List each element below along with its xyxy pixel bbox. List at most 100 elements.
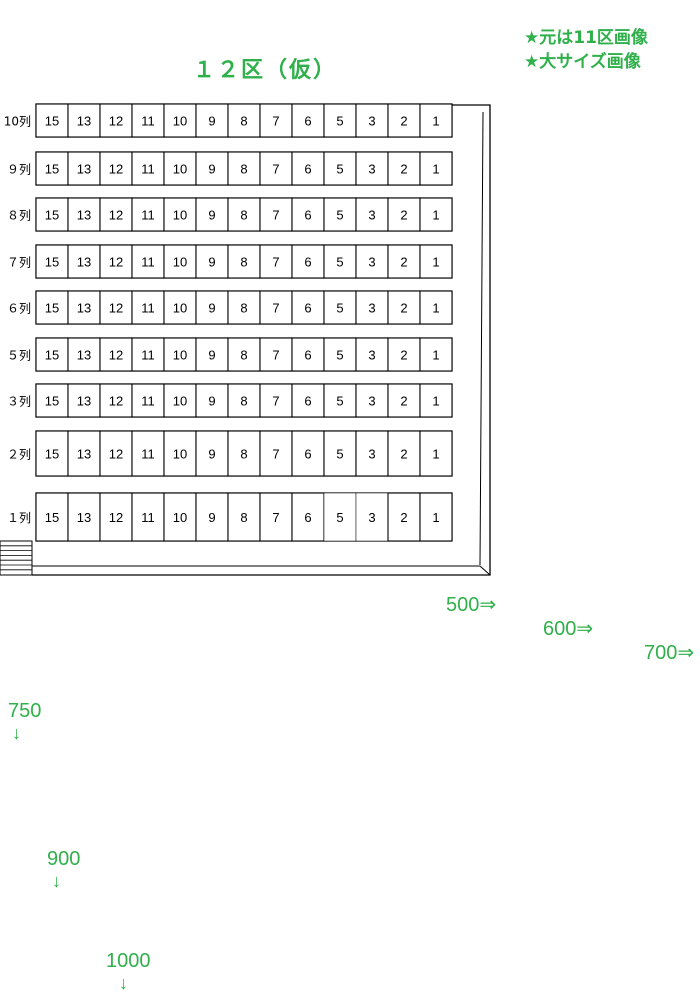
seat[interactable]	[387, 151, 421, 186]
seat[interactable]	[355, 492, 389, 542]
seat[interactable]	[259, 383, 293, 418]
seat[interactable]	[35, 244, 69, 279]
seat-number: 9	[208, 348, 215, 363]
large-size-image-link[interactable]: ★大サイズ画像	[524, 50, 648, 74]
seat[interactable]	[387, 244, 421, 279]
seat[interactable]	[131, 103, 165, 138]
seat[interactable]	[227, 383, 261, 418]
seat[interactable]	[227, 290, 261, 325]
seat[interactable]	[67, 103, 101, 138]
seat[interactable]	[419, 290, 453, 325]
seat[interactable]	[227, 103, 261, 138]
seat[interactable]	[355, 337, 389, 372]
seat[interactable]	[419, 430, 453, 477]
seat[interactable]	[195, 103, 229, 138]
seat[interactable]	[323, 103, 357, 138]
seat[interactable]	[323, 492, 357, 542]
seat[interactable]	[35, 197, 69, 232]
original-11-ku-image-link[interactable]: ★元は11区画像	[524, 26, 648, 50]
seat[interactable]	[259, 290, 293, 325]
seat-number: 15	[45, 394, 59, 409]
seat[interactable]	[163, 197, 197, 232]
seat-number: 11	[141, 255, 155, 270]
marker-label: 600	[543, 618, 577, 640]
seat[interactable]	[227, 151, 261, 186]
seat-number: 6	[304, 394, 311, 409]
seat-number: 10	[173, 510, 187, 525]
seat[interactable]	[291, 151, 325, 186]
seat[interactable]	[131, 383, 165, 418]
marker-label: 750	[8, 700, 42, 722]
seat[interactable]	[419, 383, 453, 418]
seat[interactable]	[323, 151, 357, 186]
seat[interactable]	[323, 337, 357, 372]
seat[interactable]	[163, 337, 197, 372]
seat[interactable]	[419, 337, 453, 372]
seat[interactable]	[131, 151, 165, 186]
seat[interactable]	[323, 244, 357, 279]
seat[interactable]	[355, 383, 389, 418]
seat[interactable]	[163, 383, 197, 418]
seat[interactable]	[419, 197, 453, 232]
seat[interactable]	[67, 492, 101, 542]
seat[interactable]	[131, 492, 165, 542]
seat[interactable]	[99, 492, 133, 542]
seat[interactable]	[35, 383, 69, 418]
seat[interactable]	[131, 197, 165, 232]
seat[interactable]	[419, 103, 453, 138]
seat-number: 7	[272, 114, 279, 129]
seat[interactable]	[195, 197, 229, 232]
seat[interactable]	[67, 290, 101, 325]
seat[interactable]	[131, 337, 165, 372]
seat[interactable]	[419, 492, 453, 542]
seat[interactable]	[99, 103, 133, 138]
seat[interactable]	[195, 383, 229, 418]
seat[interactable]	[227, 337, 261, 372]
seat-number: 7	[272, 255, 279, 270]
seat[interactable]	[163, 290, 197, 325]
seat-number: 8	[240, 114, 247, 129]
seat[interactable]	[227, 197, 261, 232]
seat-number: 12	[109, 301, 123, 316]
seat[interactable]	[163, 492, 197, 542]
seat[interactable]	[355, 103, 389, 138]
seat[interactable]	[355, 290, 389, 325]
seat[interactable]	[99, 151, 133, 186]
seat[interactable]	[291, 244, 325, 279]
seat[interactable]	[195, 492, 229, 542]
seat[interactable]	[35, 151, 69, 186]
seat[interactable]	[323, 430, 357, 477]
seat[interactable]	[419, 244, 453, 279]
seat[interactable]	[227, 244, 261, 279]
seat[interactable]	[99, 337, 133, 372]
seat[interactable]	[67, 197, 101, 232]
seat[interactable]	[35, 103, 69, 138]
seat[interactable]	[67, 337, 101, 372]
seat[interactable]	[387, 430, 421, 477]
seat[interactable]	[387, 383, 421, 418]
seat[interactable]	[131, 430, 165, 477]
seat[interactable]	[419, 151, 453, 186]
seat[interactable]	[355, 197, 389, 232]
seat[interactable]	[291, 430, 325, 477]
seat[interactable]	[323, 290, 357, 325]
seat[interactable]	[323, 197, 357, 232]
seat[interactable]	[259, 103, 293, 138]
seat[interactable]	[259, 430, 293, 477]
seat[interactable]	[163, 244, 197, 279]
seat[interactable]	[291, 290, 325, 325]
seat[interactable]	[291, 337, 325, 372]
seat[interactable]	[195, 244, 229, 279]
seat[interactable]	[163, 151, 197, 186]
seat[interactable]	[67, 430, 101, 477]
seat[interactable]	[67, 383, 101, 418]
seat[interactable]	[387, 103, 421, 138]
seat[interactable]	[99, 244, 133, 279]
seat[interactable]	[195, 430, 229, 477]
seat[interactable]	[35, 290, 69, 325]
seat[interactable]	[195, 290, 229, 325]
seat-number: 8	[240, 255, 247, 270]
seat[interactable]	[387, 492, 421, 542]
seat[interactable]	[227, 492, 261, 542]
seat[interactable]	[259, 337, 293, 372]
